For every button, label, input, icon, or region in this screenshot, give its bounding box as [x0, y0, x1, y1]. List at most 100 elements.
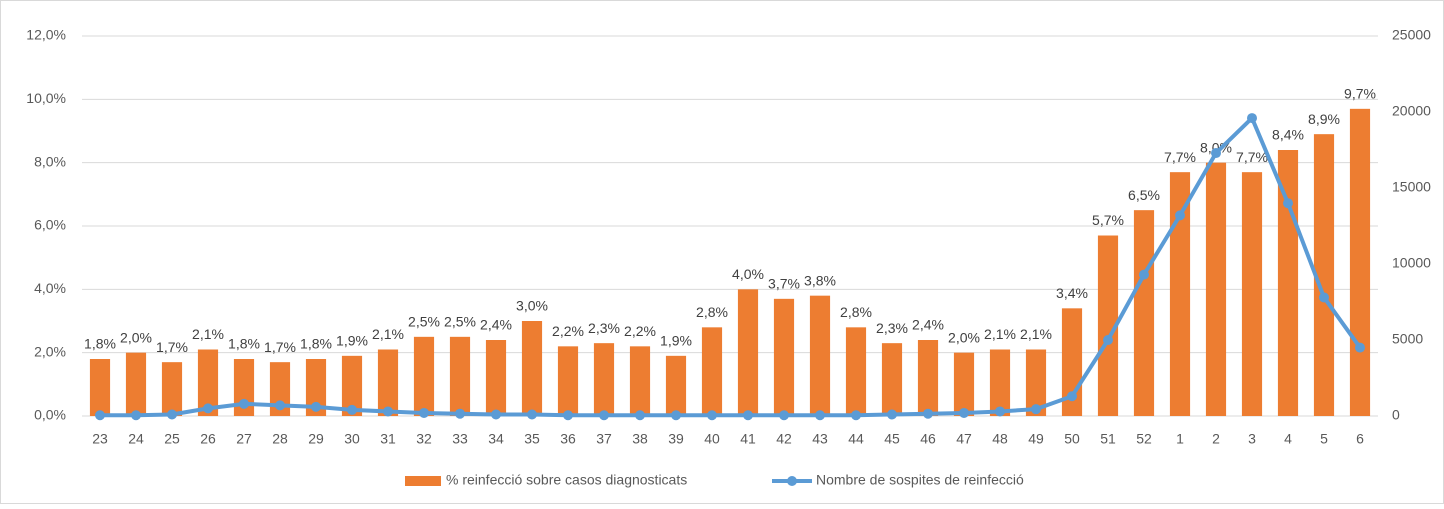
data-label: 2,1% — [1020, 326, 1052, 342]
line-marker — [779, 410, 789, 421]
line-marker — [1031, 404, 1041, 415]
line-marker — [671, 410, 681, 421]
line-marker — [311, 401, 321, 412]
line-marker — [491, 409, 501, 420]
legend-label: Nombre de sospites de reinfecció — [816, 472, 1024, 488]
bar — [629, 346, 651, 416]
data-label: 5,7% — [1092, 212, 1124, 228]
data-label: 2,1% — [984, 326, 1016, 342]
data-label: 2,1% — [192, 326, 224, 342]
line-marker — [419, 407, 429, 418]
line-marker — [1067, 391, 1077, 402]
data-label: 2,8% — [840, 304, 872, 320]
data-label: 3,7% — [768, 276, 800, 292]
x-tick-label: 52 — [1136, 431, 1152, 447]
line-marker — [815, 410, 825, 421]
x-tick-label: 2 — [1212, 431, 1220, 447]
y-tick-label: 2,0% — [34, 343, 66, 359]
y2-tick-label: 0 — [1392, 407, 1400, 423]
data-label: 2,2% — [624, 323, 656, 339]
x-tick-label: 23 — [92, 431, 108, 447]
data-label: 6,5% — [1128, 187, 1160, 203]
y-tick-label: 10,0% — [26, 90, 66, 106]
bar — [989, 349, 1011, 416]
data-label: 2,3% — [876, 320, 908, 336]
x-tick-label: 41 — [740, 431, 756, 447]
line-marker — [347, 404, 357, 415]
line-marker — [995, 406, 1005, 417]
y2-tick-label: 20000 — [1392, 103, 1431, 119]
line-marker — [527, 409, 537, 420]
x-tick-label: 49 — [1028, 431, 1044, 447]
bar — [1097, 235, 1119, 416]
bar — [1205, 162, 1227, 416]
x-tick-label: 48 — [992, 431, 1008, 447]
bar — [269, 362, 291, 416]
data-label: 2,8% — [696, 304, 728, 320]
line-marker — [203, 403, 213, 414]
bar — [89, 359, 111, 416]
bar — [377, 349, 399, 416]
line-marker — [563, 410, 573, 421]
line-marker — [1211, 148, 1221, 159]
data-label: 2,4% — [480, 317, 512, 333]
line-marker — [383, 406, 393, 417]
data-label: 2,2% — [552, 323, 584, 339]
bar — [809, 295, 831, 416]
x-tick-label: 31 — [380, 431, 396, 447]
line-marker — [635, 410, 645, 421]
line-marker — [707, 410, 717, 421]
data-label: 2,0% — [948, 329, 980, 345]
data-label: 1,9% — [336, 333, 368, 349]
data-label: 7,7% — [1236, 149, 1268, 165]
legend-label: % reinfecció sobre casos diagnosticats — [446, 472, 687, 488]
bar — [305, 359, 327, 416]
x-tick-label: 39 — [668, 431, 684, 447]
bar — [161, 362, 183, 416]
x-tick-label: 25 — [164, 431, 180, 447]
y-tick-label: 8,0% — [34, 153, 66, 169]
data-label: 3,0% — [516, 298, 548, 314]
data-label: 2,1% — [372, 326, 404, 342]
line-marker — [959, 407, 969, 418]
bar — [1313, 134, 1335, 416]
data-label: 3,4% — [1056, 285, 1088, 301]
line-marker — [455, 408, 465, 419]
y-tick-label: 4,0% — [34, 280, 66, 296]
data-label: 2,0% — [120, 329, 152, 345]
x-tick-label: 30 — [344, 431, 360, 447]
data-label: 4,0% — [732, 266, 764, 282]
bar — [1133, 210, 1155, 416]
line-marker — [1283, 198, 1293, 209]
data-label: 2,5% — [408, 314, 440, 330]
data-label: 1,8% — [84, 336, 116, 352]
legend-swatch — [787, 476, 797, 486]
data-label: 2,4% — [912, 317, 944, 333]
x-tick-label: 45 — [884, 431, 900, 447]
x-tick-label: 26 — [200, 431, 216, 447]
x-tick-label: 29 — [308, 431, 324, 447]
line-marker — [1355, 342, 1365, 353]
bar — [557, 346, 579, 416]
bar — [773, 298, 795, 416]
data-label: 1,7% — [156, 339, 188, 355]
y-tick-label: 0,0% — [34, 407, 66, 423]
x-tick-label: 4 — [1284, 431, 1292, 447]
y2-tick-label: 10000 — [1392, 255, 1431, 271]
bar — [485, 340, 507, 416]
line — [100, 116, 1362, 418]
x-tick-label: 44 — [848, 431, 864, 447]
x-tick-label: 6 — [1356, 431, 1364, 447]
x-tick-label: 24 — [128, 431, 144, 447]
x-tick-label: 47 — [956, 431, 972, 447]
x-tick-label: 32 — [416, 431, 432, 447]
bar — [953, 352, 975, 416]
x-tick-label: 50 — [1064, 431, 1080, 447]
line-marker — [887, 409, 897, 420]
bar — [845, 327, 867, 416]
data-label: 2,3% — [588, 320, 620, 336]
bar — [917, 340, 939, 416]
bar — [701, 327, 723, 416]
bar — [737, 289, 759, 416]
